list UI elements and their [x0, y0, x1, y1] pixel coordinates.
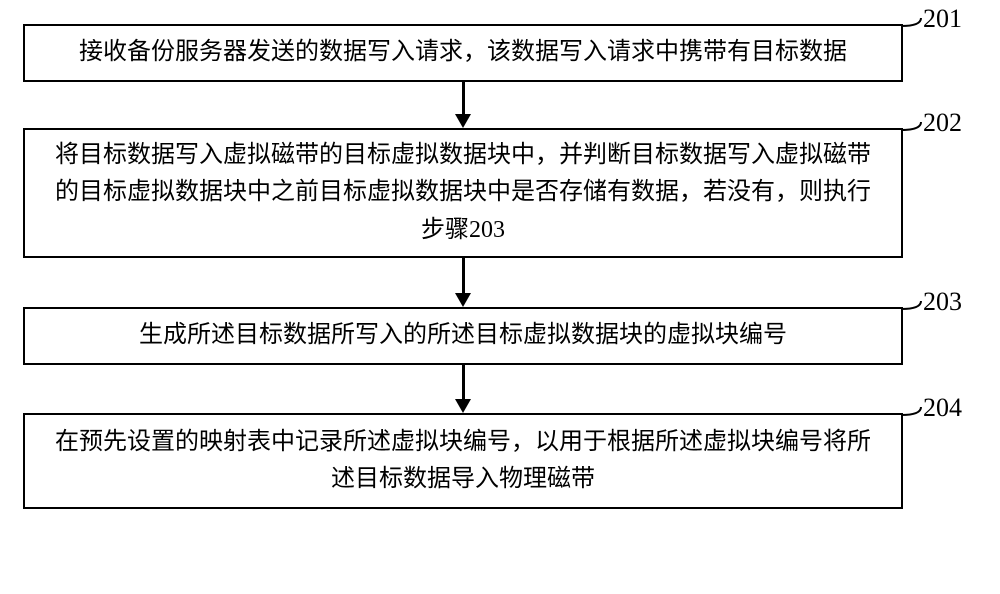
step-label-leader — [897, 403, 925, 419]
arrow-head-icon — [455, 293, 471, 307]
arrow-shaft — [462, 365, 465, 399]
step-box-203: 生成所述目标数据所写入的所述目标虚拟数据块的虚拟块编号 — [23, 307, 903, 365]
arrow-shaft — [462, 82, 465, 114]
step-box-204: 在预先设置的映射表中记录所述虚拟块编号，以用于根据所述虚拟块编号将所述目标数据导… — [23, 413, 903, 509]
arrow-head-icon — [455, 399, 471, 413]
step-label-201: 201 — [923, 4, 962, 34]
step-label-203: 203 — [923, 287, 962, 317]
step-label-leader — [897, 14, 925, 30]
arrow-head-icon — [455, 114, 471, 128]
step-label-leader — [897, 118, 925, 134]
step-box-202: 将目标数据写入虚拟磁带的目标虚拟数据块中，并判断目标数据写入虚拟磁带的目标虚拟数… — [23, 128, 903, 258]
step-text: 将目标数据写入虚拟磁带的目标虚拟数据块中，并判断目标数据写入虚拟磁带的目标虚拟数… — [55, 137, 871, 249]
step-text: 生成所述目标数据所写入的所述目标虚拟数据块的虚拟块编号 — [139, 317, 787, 354]
step-text: 在预先设置的映射表中记录所述虚拟块编号，以用于根据所述虚拟块编号将所述目标数据导… — [55, 424, 871, 498]
step-text: 接收备份服务器发送的数据写入请求，该数据写入请求中携带有目标数据 — [79, 34, 847, 71]
step-label-202: 202 — [923, 108, 962, 138]
step-box-201: 接收备份服务器发送的数据写入请求，该数据写入请求中携带有目标数据 — [23, 24, 903, 82]
arrow-shaft — [462, 258, 465, 293]
step-label-204: 204 — [923, 393, 962, 423]
step-label-leader — [897, 297, 925, 313]
